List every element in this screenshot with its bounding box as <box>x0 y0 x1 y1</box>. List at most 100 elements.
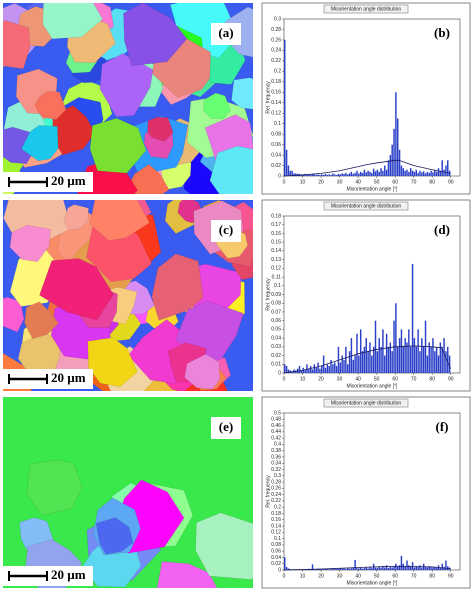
bar <box>372 346 375 373</box>
y-tick-label: 0.26 <box>271 486 281 492</box>
bar <box>391 567 393 570</box>
y-tick-label: 0.5 <box>274 410 281 416</box>
bar <box>426 355 429 373</box>
bar <box>389 155 392 176</box>
bar <box>330 174 332 176</box>
grain <box>34 91 67 121</box>
bar <box>363 346 366 373</box>
y-tick-label: 0.16 <box>271 90 281 96</box>
y-tick-label: 0.09 <box>271 292 281 298</box>
bar <box>430 346 432 373</box>
bar <box>382 566 384 570</box>
bar <box>334 568 336 570</box>
y-tick-label: 0.06 <box>271 318 281 324</box>
bar <box>434 169 436 176</box>
grain-map <box>3 397 253 588</box>
bar <box>443 338 445 373</box>
bar <box>328 174 330 176</box>
bar <box>343 359 345 373</box>
bar <box>434 351 436 373</box>
bar <box>408 329 410 373</box>
bar <box>287 165 290 176</box>
x-tick-label: 80 <box>429 179 435 185</box>
bar <box>317 174 319 176</box>
x-tick-label: 40 <box>355 573 361 579</box>
bar <box>300 370 303 373</box>
bar <box>408 565 410 570</box>
bar <box>421 567 423 570</box>
y-tick-label: 0.24 <box>271 48 281 54</box>
bar <box>448 355 451 373</box>
bar <box>382 329 384 373</box>
grain <box>95 517 134 555</box>
y-tick-label: 0.44 <box>271 429 281 435</box>
x-tick-label: 30 <box>337 179 343 185</box>
bar <box>369 566 371 570</box>
panel-label: (a) <box>218 25 233 40</box>
y-tick-label: 0.18 <box>271 213 281 219</box>
bar <box>417 329 419 373</box>
x-tick-label: 70 <box>411 376 417 382</box>
bar <box>397 566 399 570</box>
bar <box>398 149 401 176</box>
bar <box>339 174 342 176</box>
panel-label: (d) <box>434 222 450 237</box>
x-tick-label: 90 <box>448 376 454 382</box>
y-tick-label: 0 <box>278 567 281 573</box>
bar <box>315 367 317 373</box>
bar <box>359 171 362 176</box>
title-box <box>323 201 409 211</box>
bar <box>406 342 408 373</box>
grain <box>99 53 154 117</box>
bar <box>367 351 369 373</box>
bar <box>311 173 314 176</box>
bar <box>447 160 449 176</box>
bar <box>380 567 382 570</box>
bar <box>385 333 388 373</box>
y-tick-label: 0.26 <box>271 37 281 43</box>
bar <box>398 338 401 373</box>
bar <box>445 351 447 373</box>
bar <box>322 569 325 570</box>
bar <box>371 355 373 373</box>
bar <box>376 568 379 570</box>
bar <box>319 368 321 373</box>
bar <box>337 173 340 176</box>
bar <box>345 346 347 373</box>
bar <box>313 364 316 373</box>
bar <box>356 333 358 373</box>
title-box <box>323 398 409 408</box>
bar <box>413 171 416 176</box>
bar <box>334 362 336 373</box>
y-tick-label: 0.12 <box>271 530 281 536</box>
bar <box>341 355 343 373</box>
bar <box>391 351 393 373</box>
grain <box>42 3 103 40</box>
grain <box>26 459 83 516</box>
y-tick-label: 0.2 <box>274 505 281 511</box>
bar <box>319 569 321 570</box>
y-tick-label: 0.14 <box>271 248 281 254</box>
x-tick-label: 80 <box>429 376 435 382</box>
bar <box>398 565 401 570</box>
y-tick-label: 0.4 <box>274 442 281 448</box>
bar <box>426 171 429 176</box>
bar <box>358 355 360 373</box>
y-tick-label: 0.18 <box>271 511 281 517</box>
grain <box>195 512 253 580</box>
x-tick-label: 50 <box>374 573 380 579</box>
bar <box>306 364 308 373</box>
bar <box>313 174 316 176</box>
chart-title: Misorientation angle distribution <box>331 203 402 209</box>
bar <box>447 346 449 373</box>
bar <box>354 172 356 176</box>
bar <box>435 171 438 176</box>
bar <box>341 568 343 570</box>
bar <box>350 171 353 176</box>
bar <box>369 342 371 373</box>
bar <box>359 329 362 373</box>
bar <box>304 369 306 373</box>
x-tick-label: 20 <box>318 179 324 185</box>
y-tick-label: 0.1 <box>274 283 281 289</box>
bar <box>311 369 314 373</box>
